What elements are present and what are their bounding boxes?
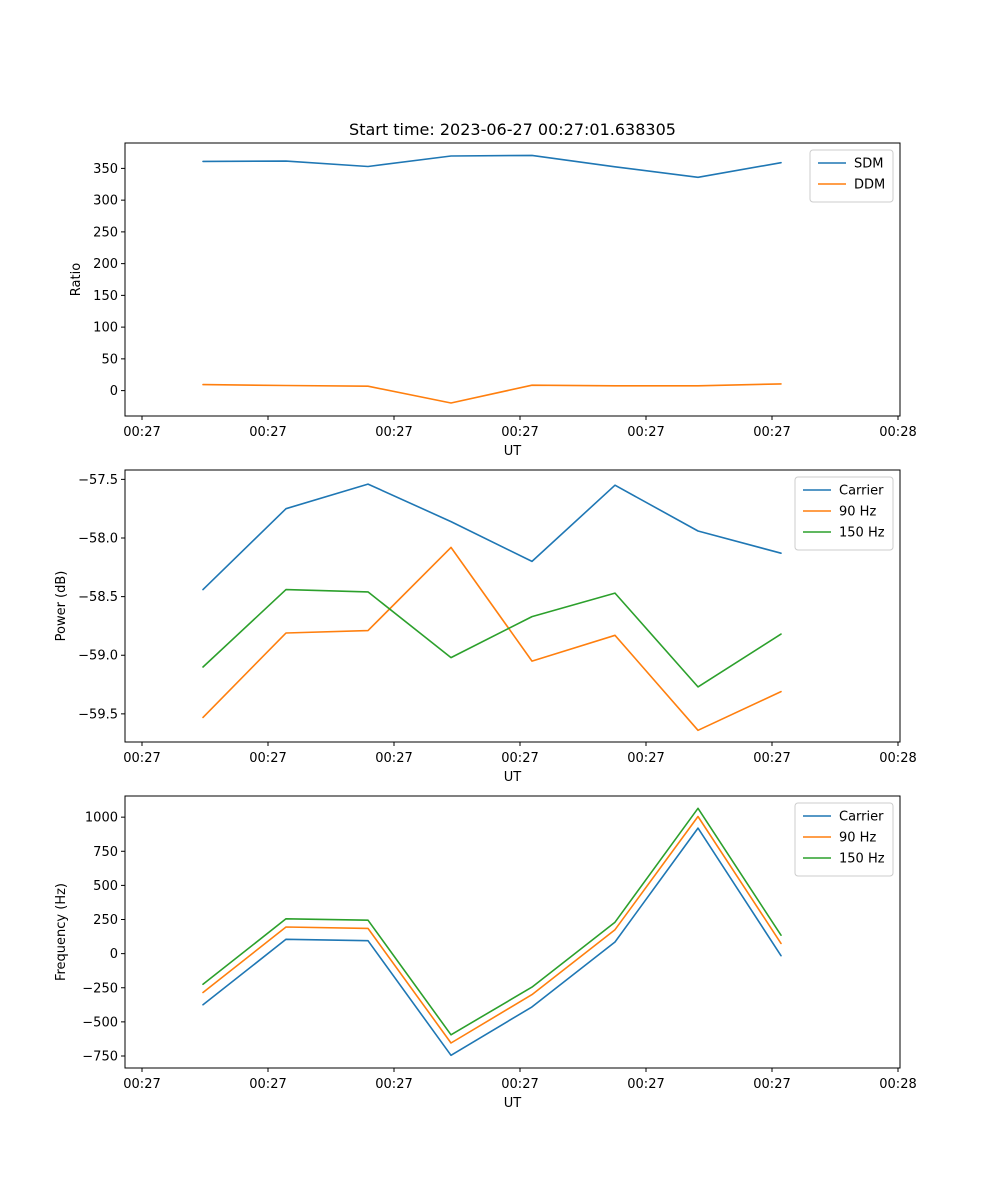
legend-label: Carrier: [839, 810, 884, 825]
y-tick-label: −750: [82, 1049, 118, 1064]
axes-frame: [124, 795, 901, 1069]
x-tick-label: 00:27: [375, 425, 412, 440]
x-tick-label: 00:27: [627, 751, 664, 766]
legend: Carrier 90 Hz 150 Hz: [794, 802, 894, 877]
x-tick-label: 00:27: [627, 425, 664, 440]
legend-label: SDM: [854, 157, 883, 172]
y-tick-label: 200: [93, 257, 118, 272]
y-tick-label: 350: [93, 162, 118, 177]
legend-label: DDM: [854, 178, 885, 193]
x-tick-label: 00:27: [501, 751, 538, 766]
legend-label: 150 Hz: [839, 526, 885, 541]
axes-frame: [124, 469, 901, 743]
legend-label: 90 Hz: [839, 505, 876, 520]
series-line-ddm: [202, 383, 782, 404]
y-tick-label: 1000: [85, 811, 118, 826]
x-axis-label: UT: [504, 1096, 522, 1111]
y-axis-label: Frequency (Hz): [54, 883, 69, 981]
series-line-90-hz: [202, 546, 782, 732]
y-tick-label: 750: [93, 845, 118, 860]
y-tick-label: 100: [93, 321, 118, 336]
x-axis-label: UT: [504, 444, 522, 459]
series-line-150-hz: [202, 588, 782, 688]
series-line-90-hz: [202, 815, 782, 1044]
axes-frame: [124, 142, 901, 417]
x-tick-label: 00:27: [375, 751, 412, 766]
x-tick-label: 00:27: [501, 1077, 538, 1092]
x-tick-label: 00:27: [753, 1077, 790, 1092]
series-line-carrier: [202, 827, 782, 1057]
y-axis-label: Power (dB): [54, 571, 69, 642]
y-tick-label: −59.5: [78, 707, 118, 722]
legend-label: Carrier: [839, 484, 884, 499]
series-line-sdm: [202, 154, 782, 179]
y-tick-label: 300: [93, 194, 118, 209]
ratio-panel: 0 50 100 150 200 250 300 350 00:27 00:27 00:27 00:2…: [69, 120, 917, 459]
legend-label: 90 Hz: [839, 831, 876, 846]
x-tick-label: 00:27: [123, 1077, 160, 1092]
y-tick-label: 150: [93, 289, 118, 304]
y-tick-label: 250: [93, 225, 118, 240]
y-axis-label: Ratio: [69, 263, 84, 296]
x-tick-label: 00:27: [249, 1077, 286, 1092]
y-tick-label: −500: [82, 1015, 118, 1030]
x-tick-label: 00:28: [879, 1077, 916, 1092]
y-tick-label: −57.5: [78, 473, 118, 488]
power-panel: −59.5 −59.0 −58.5 −58.0 −57.5 00:27 00:27 00:27…: [54, 469, 917, 785]
series-line-150-hz: [202, 807, 782, 1036]
y-tick-label: −59.0: [78, 649, 118, 664]
x-tick-label: 00:27: [123, 751, 160, 766]
y-tick-label: 0: [110, 384, 118, 399]
x-axis-label: UT: [504, 770, 522, 785]
x-tick-label: 00:27: [375, 1077, 412, 1092]
x-tick-label: 00:27: [501, 425, 538, 440]
frequency-panel: −750 −500 −250 0 250 500 750 1000 00:27 00:27 00:2…: [54, 795, 917, 1111]
x-tick-label: 00:27: [249, 751, 286, 766]
x-tick-label: 00:28: [879, 751, 916, 766]
legend: Carrier 90 Hz 150 Hz: [794, 476, 894, 551]
y-tick-label: −58.5: [78, 590, 118, 605]
x-tick-label: 00:27: [627, 1077, 664, 1092]
legend: SDM DDM: [809, 149, 894, 203]
y-tick-label: −58.0: [78, 532, 118, 547]
x-tick-label: 00:27: [753, 425, 790, 440]
y-tick-label: 500: [93, 879, 118, 894]
x-tick-label: 00:28: [879, 425, 916, 440]
y-tick-label: −250: [82, 981, 118, 996]
chart-title: Start time: 2023-06-27 00:27:01.638305: [349, 120, 676, 139]
x-tick-label: 00:27: [249, 425, 286, 440]
y-tick-label: 250: [93, 913, 118, 928]
x-tick-label: 00:27: [123, 425, 160, 440]
legend-label: 150 Hz: [839, 852, 885, 867]
y-tick-label: 50: [101, 352, 118, 367]
series-line-carrier: [202, 483, 782, 591]
x-tick-label: 00:27: [753, 751, 790, 766]
y-tick-label: 0: [110, 947, 118, 962]
